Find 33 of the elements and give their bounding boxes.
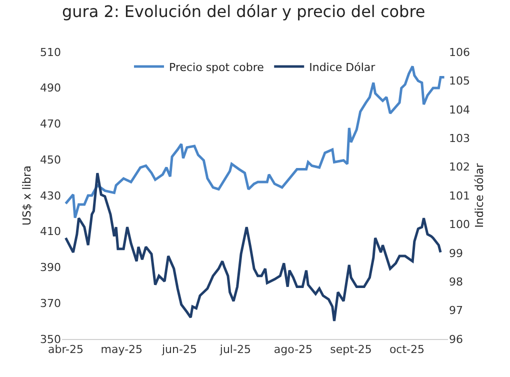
x-tick-label: abr-25 — [48, 343, 84, 356]
y2-tick-label: 102 — [449, 160, 470, 174]
x-tick-label: jun-25 — [160, 343, 197, 356]
chart-title: gura 2: Evolución del dólar y precio del cobre — [62, 2, 426, 21]
y2-tick-label: 104 — [449, 103, 470, 116]
y2-tick-label: 105 — [449, 74, 470, 88]
y2-tick-label: 98 — [449, 275, 463, 288]
y-tick-label: 490 — [40, 82, 61, 95]
y2-tick-label: 96 — [449, 332, 463, 346]
y2-tick-label: 103 — [449, 132, 470, 145]
x-tick-label: jul-25 — [218, 343, 251, 356]
y2-tick-label: 97 — [449, 304, 463, 318]
y-tick-label: 510 — [40, 46, 61, 59]
y-tick-label: 350 — [40, 332, 61, 346]
y2-tick-label: 99 — [449, 246, 463, 260]
y-tick-label: 390 — [40, 261, 61, 274]
y2-tick-label: 100 — [449, 218, 470, 232]
y-tick-label: 410 — [40, 225, 61, 238]
line-series — [64, 172, 442, 322]
y-axis-title: US$ x libra — [20, 166, 34, 226]
y-tick-label: 470 — [40, 118, 61, 131]
y-tick-label: 450 — [40, 153, 61, 166]
x-tick-label: ago-25 — [274, 343, 313, 356]
x-tick-label: sept-25 — [330, 343, 372, 356]
y-tick-label: 370 — [40, 296, 61, 310]
x-tick-label: oct-25 — [389, 343, 425, 356]
x-tick-label: may-25 — [100, 343, 143, 356]
legend-label: Precio spot cobre — [169, 60, 264, 74]
y2-axis-title: Indice dólar — [473, 162, 486, 228]
y2-tick-label: 106 — [449, 46, 470, 59]
y-tick-label: 430 — [40, 189, 61, 202]
y2-tick-label: 101 — [449, 189, 470, 202]
legend-label: Indice Dólar — [309, 60, 376, 74]
